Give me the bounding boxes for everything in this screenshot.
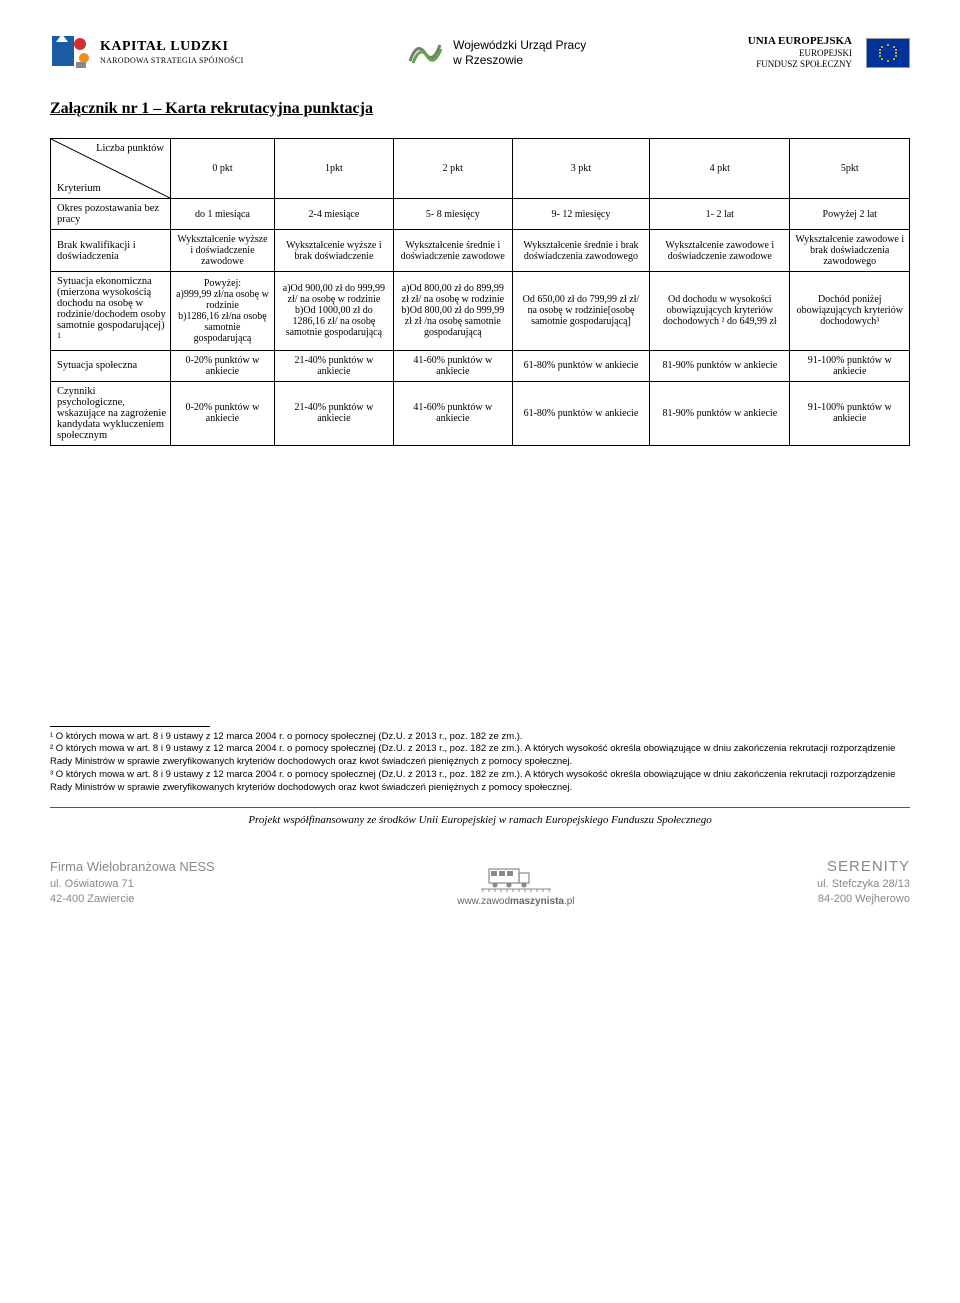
- cell: 5- 8 miesięcy: [393, 199, 512, 230]
- footer-left-name: Firma Wielobranżowa NESS: [50, 858, 215, 876]
- col-header: 3 pkt: [512, 139, 649, 199]
- footer-right-name: SERENITY: [817, 856, 910, 877]
- diag-header-cell: Liczba punktów Kryterium: [51, 139, 171, 199]
- logo-eu: UNIA EUROPEJSKA EUROPEJSKI FUNDUSZ SPOŁE…: [748, 35, 910, 70]
- cell: Dochód poniżej obowiązujących kryteriów …: [790, 272, 910, 351]
- cell: Wykształcenie wyższe i doświadczenie zaw…: [171, 230, 275, 272]
- cell: Wykształcenie wyższe i brak doświadczeni…: [274, 230, 393, 272]
- cell: do 1 miesiąca: [171, 199, 275, 230]
- cell: 81-90% punktów w ankiecie: [650, 350, 790, 381]
- cell: a)Od 800,00 zł do 899,99 zł zł/ na osobę…: [393, 272, 512, 351]
- cell: Wykształcenie zawodowe i brak doświadcze…: [790, 230, 910, 272]
- cell: 1- 2 lat: [650, 199, 790, 230]
- cell: 21-40% punktów w ankiecie: [274, 381, 393, 445]
- cell: 41-60% punktów w ankiecie: [393, 350, 512, 381]
- cofinance-note: Projekt współfinansowany ze środków Unii…: [50, 807, 910, 826]
- logo-kapital-ludzki: KAPITAŁ LUDZKI NARODOWA STRATEGIA SPÓJNO…: [50, 30, 244, 75]
- logo-wup: Wojewódzki Urząd Pracy w Rzeszowie: [405, 31, 586, 74]
- cell: Powyżej: a)999,99 zł/na osobę w rodzinie…: [171, 272, 275, 351]
- footer-left: Firma Wielobranżowa NESS ul. Oświatowa 7…: [50, 858, 215, 907]
- footer-right-addr2: 84-200 Wejherowo: [817, 892, 910, 907]
- page-title: Załącznik nr 1 – Karta rekrutacyjna punk…: [50, 100, 910, 118]
- cell: 81-90% punktów w ankiecie: [650, 381, 790, 445]
- cell: 0-20% punktów w ankiecie: [171, 350, 275, 381]
- cell: 2-4 miesiące: [274, 199, 393, 230]
- wup-icon: [405, 31, 445, 74]
- footnote: ³ O których mowa w art. 8 i 9 ustawy z 1…: [50, 769, 910, 795]
- cell: Wykształcenie średnie i doświadczenie za…: [393, 230, 512, 272]
- footer-url: www.zawodmaszynista.pl: [457, 896, 574, 907]
- cell: 21-40% punktów w ankiecie: [274, 350, 393, 381]
- row-label: Sytuacja społeczna: [51, 350, 171, 381]
- table-header-row: Liczba punktów Kryterium 0 pkt 1pkt 2 pk…: [51, 139, 910, 199]
- eu-line1: UNIA EUROPEJSKA: [748, 35, 852, 48]
- table-row: Sytuacja społeczna 0-20% punktów w ankie…: [51, 350, 910, 381]
- cell: 9- 12 miesięcy: [512, 199, 649, 230]
- cell: Od 650,00 zł do 799,99 zł zł/ na osobę w…: [512, 272, 649, 351]
- footer-logos: Firma Wielobranżowa NESS ul. Oświatowa 7…: [50, 856, 910, 908]
- cell: 91-100% punktów w ankiecie: [790, 350, 910, 381]
- cell: 91-100% punktów w ankiecie: [790, 381, 910, 445]
- diag-bottom-label: Kryterium: [57, 183, 101, 194]
- footer-left-addr2: 42-400 Zawiercie: [50, 892, 215, 907]
- cell: 61-80% punktów w ankiecie: [512, 350, 649, 381]
- row-label: Brak kwalifikacji i doświadczenia: [51, 230, 171, 272]
- header-logos: KAPITAŁ LUDZKI NARODOWA STRATEGIA SPÓJNO…: [50, 30, 910, 75]
- cell: Wykształcenie zawodowe i doświadczenie z…: [650, 230, 790, 272]
- scoring-table: Liczba punktów Kryterium 0 pkt 1pkt 2 pk…: [50, 138, 910, 446]
- footer-right: SERENITY ul. Stefczyka 28/13 84-200 Wejh…: [817, 856, 910, 908]
- diag-top-label: Liczba punktów: [96, 143, 164, 154]
- col-header: 4 pkt: [650, 139, 790, 199]
- eu-line2: EUROPEJSKI: [748, 48, 852, 59]
- cell: 0-20% punktów w ankiecie: [171, 381, 275, 445]
- cell: Wykształcenie średnie i brak doświadczen…: [512, 230, 649, 272]
- footnotes: ¹ O których mowa w art. 8 i 9 ustawy z 1…: [50, 726, 910, 795]
- footer-left-addr1: ul. Oświatowa 71: [50, 877, 215, 892]
- row-label: Okres pozostawania bez pracy: [51, 199, 171, 230]
- cell: Powyżej 2 lat: [790, 199, 910, 230]
- kl-icon: [50, 30, 92, 75]
- footnote: ² O których mowa w art. 8 i 9 ustawy z 1…: [50, 743, 910, 769]
- cell: 41-60% punktów w ankiecie: [393, 381, 512, 445]
- eu-flag-icon: [866, 38, 910, 68]
- col-header: 5pkt: [790, 139, 910, 199]
- eu-line3: FUNDUSZ SPOŁECZNY: [748, 59, 852, 70]
- table-row: Okres pozostawania bez pracy do 1 miesią…: [51, 199, 910, 230]
- kl-title: KAPITAŁ LUDZKI: [100, 39, 244, 56]
- cell: a)Od 900,00 zł do 999,99 zł/ na osobę w …: [274, 272, 393, 351]
- wup-line2: w Rzeszowie: [453, 53, 586, 67]
- row-label: Czynniki psychologiczne, wskazujące na z…: [51, 381, 171, 445]
- table-row: Brak kwalifikacji i doświadczenia Wykszt…: [51, 230, 910, 272]
- footer-right-addr1: ul. Stefczyka 28/13: [817, 877, 910, 892]
- table-row: Sytuacja ekonomiczna (mierzona wysokości…: [51, 272, 910, 351]
- row-label: Sytuacja ekonomiczna (mierzona wysokości…: [51, 272, 171, 351]
- col-header: 0 pkt: [171, 139, 275, 199]
- footnote: ¹ O których mowa w art. 8 i 9 ustawy z 1…: [50, 731, 910, 744]
- train-icon: [457, 865, 574, 896]
- kl-sub: NARODOWA STRATEGIA SPÓJNOŚCI: [100, 56, 244, 66]
- col-header: 2 pkt: [393, 139, 512, 199]
- cell: Od dochodu w wysokości obowiązujących kr…: [650, 272, 790, 351]
- cell: 61-80% punktów w ankiecie: [512, 381, 649, 445]
- col-header: 1pkt: [274, 139, 393, 199]
- wup-line1: Wojewódzki Urząd Pracy: [453, 38, 586, 52]
- table-row: Czynniki psychologiczne, wskazujące na z…: [51, 381, 910, 445]
- footer-center: www.zawodmaszynista.pl: [457, 865, 574, 907]
